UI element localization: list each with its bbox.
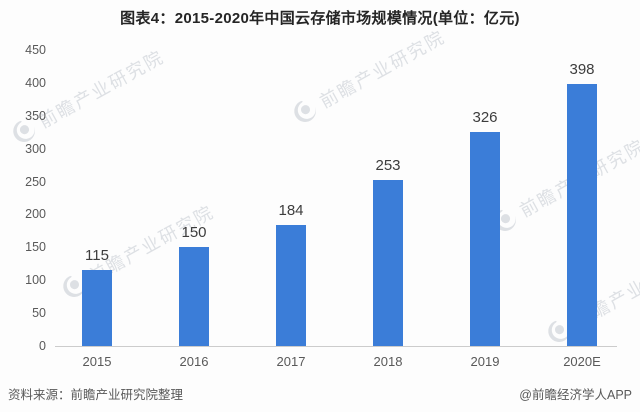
x-axis: 2015 2016 2017 2018 2019 2020E	[55, 354, 617, 374]
x-tick-label-2016: 2016	[179, 354, 209, 369]
credit-note: @前瞻经济学人APP	[519, 388, 632, 402]
value-label-2020E: 398	[569, 61, 595, 79]
source-note: 资料来源：前瞻产业研究院整理	[8, 388, 184, 402]
value-label-2015: 115	[85, 247, 109, 265]
y-tick-label: 0	[39, 339, 46, 353]
bar-2015	[82, 270, 112, 346]
plot-area: 115 150 184 253 326 398	[55, 50, 617, 347]
y-tick-label: 450	[25, 43, 46, 57]
y-tick-label: 50	[32, 306, 46, 321]
x-tick-label-2018: 2018	[373, 354, 403, 369]
y-tick-label: 350	[25, 108, 46, 123]
bar-2016	[179, 247, 209, 346]
value-label-2019: 326	[472, 108, 498, 126]
value-label-2018: 253	[375, 156, 401, 174]
x-tick-label-2017: 2017	[276, 354, 306, 369]
bar-2017	[276, 224, 306, 346]
y-tick-label: 250	[25, 174, 46, 189]
chart-footer: 资料来源：前瞻产业研究院整理 @前瞻经济学人APP	[8, 384, 632, 403]
chart-title: 图表4：2015-2020年中国云存储市场规模情况(单位：亿元)	[120, 10, 520, 27]
value-label-2016: 150	[181, 224, 207, 242]
x-tick-label-2015: 2015	[82, 354, 112, 369]
y-axis: 0 50 100 150 200 250 300 350 400 450	[0, 0, 46, 412]
y-tick-label: 300	[25, 141, 46, 156]
bar-2018	[373, 179, 403, 346]
bar-2019	[470, 131, 500, 346]
y-tick-label: 100	[25, 273, 46, 288]
y-tick-label: 200	[25, 207, 46, 222]
y-tick-label: 400	[25, 75, 46, 90]
x-tick-label-2019: 2019	[470, 354, 500, 369]
y-tick-label: 150	[25, 240, 46, 255]
x-tick-label-2020E: 2020E	[563, 354, 601, 369]
value-label-2017: 184	[278, 201, 304, 219]
bar-2020E	[567, 84, 597, 346]
